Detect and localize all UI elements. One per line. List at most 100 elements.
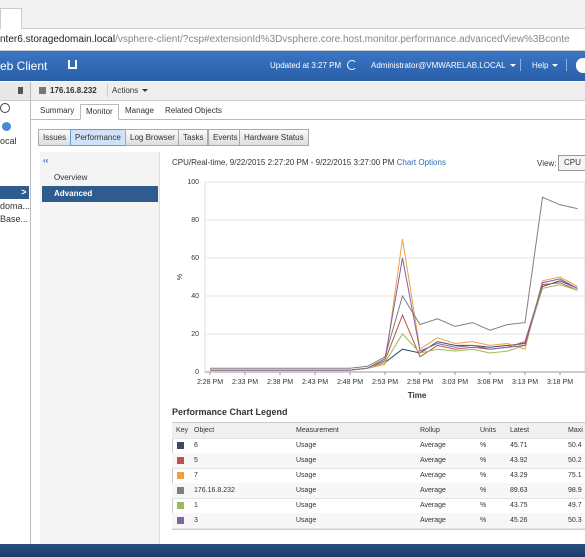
legend-cell: Usage bbox=[296, 487, 317, 494]
pin-icon[interactable] bbox=[18, 87, 23, 94]
x-tick-label: 3:03 PM bbox=[442, 379, 468, 386]
side-nav-item[interactable]: Overview bbox=[54, 173, 88, 182]
legend-cell: % bbox=[480, 472, 487, 479]
history-icon[interactable] bbox=[0, 103, 10, 113]
legend-cell: 49.7 bbox=[568, 502, 582, 509]
series-line bbox=[210, 196, 578, 369]
x-tick-label: 2:53 PM bbox=[372, 379, 398, 386]
color-swatch bbox=[177, 487, 184, 494]
url-host: nter6.storagedomain.local bbox=[0, 34, 116, 45]
tab-underline bbox=[31, 119, 585, 120]
legend-row[interactable]: 5 Usage Average% 43.92 50.2 bbox=[172, 453, 585, 469]
user-name: Administrator@VMWARELAB.LOCAL bbox=[371, 61, 506, 70]
separator bbox=[520, 59, 521, 71]
legend-cell: % bbox=[480, 502, 487, 509]
nav-selected[interactable]: > bbox=[0, 186, 29, 199]
x-tick-label: 2:33 PM bbox=[232, 379, 258, 386]
tab[interactable]: Manage bbox=[125, 106, 154, 115]
tab[interactable]: Monitor bbox=[80, 104, 119, 120]
browser-tabstrip bbox=[0, 0, 585, 29]
legend-cell: 45.71 bbox=[510, 442, 528, 449]
help-menu[interactable]: Help bbox=[532, 61, 559, 70]
view-select[interactable]: CPU bbox=[558, 155, 585, 171]
collapse-icon[interactable]: ‹‹ bbox=[43, 156, 49, 165]
separator bbox=[566, 59, 567, 71]
nav-item[interactable]: Base... bbox=[0, 214, 29, 224]
legend-cell: 5 bbox=[194, 457, 198, 464]
legend-cell: 1 bbox=[194, 502, 198, 509]
column-header: Object bbox=[194, 427, 215, 434]
chart-title: CPU/Real-time, 9/22/2015 2:27:20 PM - 9/… bbox=[172, 158, 446, 167]
legend-cell: 98.9 bbox=[568, 487, 582, 494]
legend-cell: Usage bbox=[296, 457, 317, 464]
x-tick-label: 3:08 PM bbox=[477, 379, 503, 386]
actions-menu[interactable]: Actions bbox=[107, 84, 152, 97]
y-tick-label: 20 bbox=[191, 331, 199, 338]
legend-cell: Usage bbox=[296, 502, 317, 509]
address-bar[interactable]: nter6.storagedomain.local/vsphere-client… bbox=[0, 29, 585, 51]
legend-row[interactable]: 176.16.8.232 Usage Average% 89.63 98.9 bbox=[172, 483, 585, 499]
color-swatch bbox=[177, 502, 184, 509]
host-icon bbox=[39, 87, 46, 94]
search-box[interactable] bbox=[576, 58, 585, 73]
legend-cell: % bbox=[480, 517, 487, 524]
subtab[interactable]: Log Browser bbox=[125, 129, 180, 146]
subtab[interactable]: Hardware Status bbox=[239, 129, 309, 146]
side-nav-item[interactable]: Advanced bbox=[42, 186, 158, 202]
x-tick-label: 2:48 PM bbox=[337, 379, 363, 386]
subtab[interactable]: Performance bbox=[70, 129, 126, 146]
subtab[interactable]: Issues bbox=[38, 129, 72, 146]
color-swatch bbox=[177, 517, 184, 524]
subtab[interactable]: Tasks bbox=[178, 129, 209, 146]
x-tick-label: 2:58 PM bbox=[407, 379, 433, 386]
refresh-icon[interactable] bbox=[347, 60, 357, 70]
legend-row[interactable]: 3 Usage Average% 45.26 50.3 bbox=[172, 513, 585, 529]
updated-text: Updated at 3:27 PM bbox=[270, 61, 342, 70]
url-path: /vsphere-client/?csp#extensionId%3Dvsphe… bbox=[115, 34, 570, 45]
nav-item[interactable]: ocal bbox=[0, 136, 17, 146]
x-tick-label: 3:18 PM bbox=[547, 379, 573, 386]
legend-cell: 43.92 bbox=[510, 457, 528, 464]
footer-bar bbox=[0, 544, 585, 557]
column-header: Rollup bbox=[420, 427, 440, 434]
y-tick-label: 60 bbox=[191, 255, 199, 262]
home-icon[interactable] bbox=[68, 60, 77, 69]
y-tick-label: 0 bbox=[195, 369, 199, 376]
tab[interactable]: Summary bbox=[40, 106, 75, 115]
legend-cell: Usage bbox=[296, 517, 317, 524]
legend-cell: Average bbox=[420, 457, 446, 464]
column-header: Maxi bbox=[568, 427, 583, 434]
chart-title-text: CPU/Real-time, 9/22/2015 2:27:20 PM - 9/… bbox=[172, 158, 395, 167]
legend-cell: 50.3 bbox=[568, 517, 582, 524]
view-value: CPU bbox=[564, 158, 581, 167]
chart: 0 20 40 60 80 100 2:28 PM 2:33 PM 2:38 PM 2:43 PM… bbox=[177, 179, 585, 400]
legend-cell: 50.2 bbox=[568, 457, 582, 464]
legend-row[interactable]: 1 Usage Average% 43.75 49.7 bbox=[172, 498, 585, 514]
x-tick-label: 3:13 PM bbox=[512, 379, 538, 386]
column-header: Latest bbox=[510, 427, 530, 434]
legend-row[interactable]: 6 Usage Average% 45.71 50.4 bbox=[172, 438, 585, 454]
chart-options-link[interactable]: Chart Options bbox=[396, 158, 446, 167]
host-icon[interactable] bbox=[2, 122, 11, 131]
browser-tab[interactable] bbox=[0, 8, 22, 29]
column-header: Key bbox=[176, 427, 189, 434]
legend-row[interactable]: 7 Usage Average% 43.29 75.1 bbox=[172, 468, 585, 484]
legend-cell: Usage bbox=[296, 442, 317, 449]
legend-cell: 7 bbox=[194, 472, 198, 479]
subtab[interactable]: Events bbox=[208, 129, 243, 146]
tab[interactable]: Related Objects bbox=[165, 106, 222, 115]
legend-cell: 75.1 bbox=[568, 472, 582, 479]
y-tick-label: 100 bbox=[187, 179, 199, 186]
help-label: Help bbox=[532, 61, 549, 70]
user-menu[interactable]: Administrator@VMWARELAB.LOCAL bbox=[371, 61, 516, 70]
y-tick-label: 80 bbox=[191, 217, 199, 224]
color-swatch bbox=[177, 442, 184, 449]
legend-cell: % bbox=[480, 487, 487, 494]
nav-item[interactable]: doma... bbox=[0, 201, 31, 211]
legend-cell: Average bbox=[420, 517, 446, 524]
column-header: Measurement bbox=[296, 427, 339, 434]
x-tick-label: 2:43 PM bbox=[302, 379, 328, 386]
x-axis-label: Time bbox=[408, 391, 427, 400]
side-panel: ‹‹ bbox=[40, 152, 160, 544]
